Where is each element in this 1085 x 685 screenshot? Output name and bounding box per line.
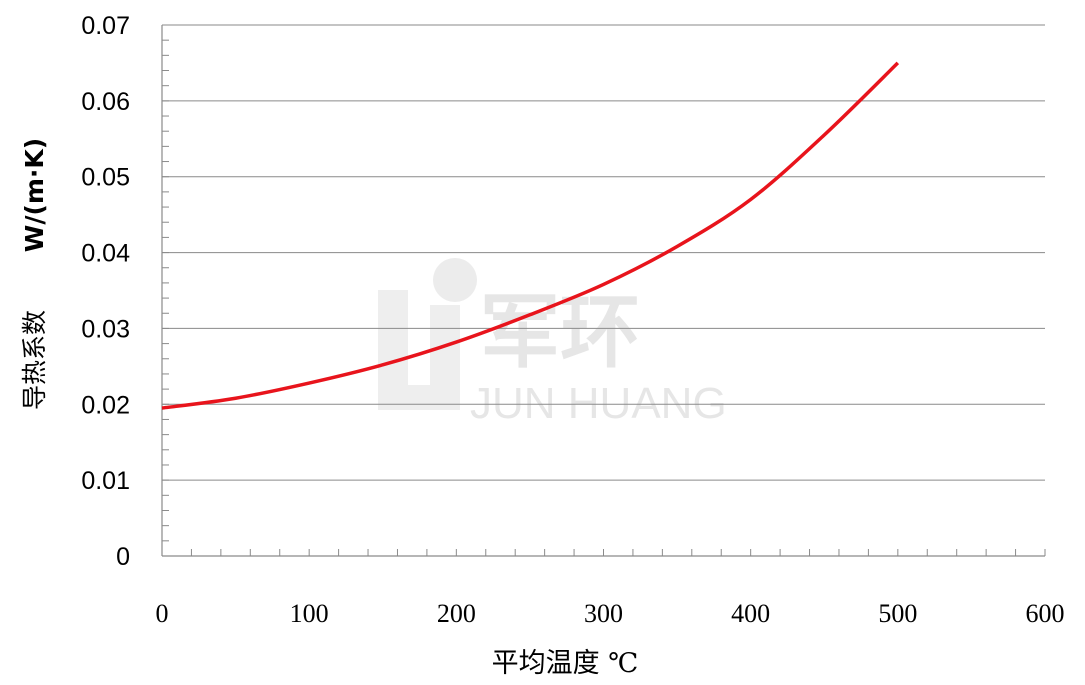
x-tick-labels: 0 100 200 300 400 500 600 xyxy=(156,599,1065,628)
series xyxy=(161,61,900,410)
y-tick-label: 0.07 xyxy=(81,12,130,40)
x-tick-label: 200 xyxy=(437,599,476,628)
y-tick-label: 0.02 xyxy=(81,391,130,419)
x-tick-label: 0 xyxy=(156,599,169,628)
x-tick-label: 400 xyxy=(731,599,770,628)
y-axis-label-name: 导热系数 xyxy=(20,310,49,410)
y-tick-label: 0 xyxy=(116,543,130,571)
x-tick-label: 300 xyxy=(584,599,623,628)
y-axis-label-unit: W/(m·K) xyxy=(20,138,49,252)
x-axis-label: 平均温度 ℃ xyxy=(492,648,639,679)
y-tick-label: 0.04 xyxy=(81,240,130,268)
watermark-text-en: JUN HUANG xyxy=(470,379,727,428)
y-tick-labels: 0 0.01 0.02 0.03 0.04 0.05 0.06 0.07 xyxy=(81,12,130,571)
y-tick-label: 0.05 xyxy=(81,164,130,192)
y-tick-label: 0.06 xyxy=(81,88,130,116)
x-tick-label: 500 xyxy=(878,599,917,628)
y-tick-label: 0.01 xyxy=(81,467,130,495)
x-tick-label: 100 xyxy=(290,599,329,628)
series-line xyxy=(161,61,900,410)
axes xyxy=(161,24,1046,557)
gridlines xyxy=(162,24,1045,481)
x-tick-label: 600 xyxy=(1026,599,1065,628)
y-tick-label: 0.03 xyxy=(81,315,130,343)
watermark-logo: 军环 JUN HUANG xyxy=(378,258,727,428)
